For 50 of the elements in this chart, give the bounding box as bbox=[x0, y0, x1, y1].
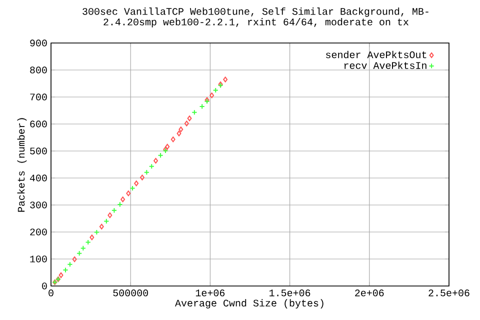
point bbox=[199, 104, 205, 110]
y-tick-label: 400 bbox=[30, 174, 47, 182]
point bbox=[176, 130, 182, 136]
point bbox=[192, 110, 198, 116]
x-tick-label: 2.5e+06 bbox=[428, 290, 470, 296]
chart-subtitle: 2.4.20smp web100-2.2.1, rxint 64/64, moderate on tx bbox=[104, 18, 409, 28]
x-tick-label: 0 bbox=[48, 290, 54, 296]
point bbox=[104, 218, 110, 224]
point bbox=[144, 170, 150, 176]
x-tick-label: 500000 bbox=[113, 290, 148, 296]
point bbox=[148, 164, 154, 170]
point bbox=[58, 272, 64, 278]
point bbox=[67, 262, 73, 268]
point bbox=[140, 174, 144, 180]
y-tick-label: 500 bbox=[30, 148, 47, 154]
point bbox=[187, 116, 192, 122]
point bbox=[108, 212, 112, 218]
point bbox=[134, 180, 139, 186]
legend-label: sender AvePktsOut bbox=[326, 50, 426, 58]
point bbox=[165, 144, 170, 150]
point bbox=[90, 234, 94, 240]
x-axis-title: Average Cwnd Size (bytes) bbox=[174, 299, 324, 308]
y-tick-label: 200 bbox=[30, 228, 47, 236]
y-tick-label: 300 bbox=[30, 202, 47, 208]
legend-label: recv AvePktsIn bbox=[344, 62, 426, 69]
point bbox=[80, 245, 86, 251]
chart-title: 300sec VanillaTCP Web100tune, Self Similar Background, MB- bbox=[82, 8, 428, 17]
point bbox=[178, 126, 184, 132]
y-tick-label: 600 bbox=[30, 120, 47, 128]
point bbox=[76, 250, 82, 256]
y-axis-title: Packets (number) bbox=[17, 118, 27, 212]
point bbox=[126, 190, 131, 196]
point bbox=[210, 92, 214, 98]
point bbox=[99, 224, 104, 230]
point bbox=[158, 152, 164, 158]
x-tick-label: 1.5e+06 bbox=[270, 290, 310, 296]
point bbox=[170, 136, 176, 142]
y-tick-label: 0 bbox=[42, 282, 47, 290]
point bbox=[184, 120, 189, 126]
point bbox=[120, 196, 126, 202]
y-tick-label: 700 bbox=[30, 94, 47, 100]
point bbox=[72, 256, 77, 262]
x-tick-label: 2e+06 bbox=[355, 290, 384, 296]
point bbox=[223, 76, 228, 82]
x-tick-label: 1e+06 bbox=[196, 290, 225, 296]
y-tick-label: 800 bbox=[30, 66, 47, 74]
y-tick-label: 100 bbox=[30, 256, 47, 262]
point bbox=[62, 267, 68, 273]
point bbox=[117, 202, 123, 208]
y-tick-label: 900 bbox=[30, 40, 47, 46]
